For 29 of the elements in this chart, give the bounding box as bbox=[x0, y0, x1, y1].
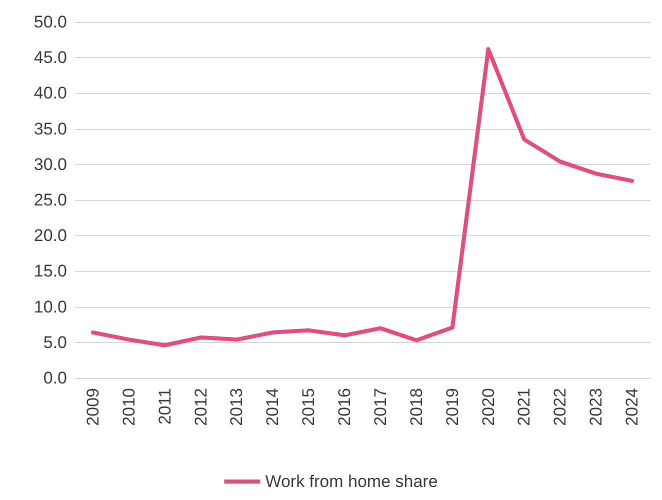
legend-label: Work from home share bbox=[265, 472, 438, 491]
x-tick-label: 2015 bbox=[299, 388, 318, 426]
x-tick-label: 2018 bbox=[406, 388, 426, 426]
x-tick-label: 2012 bbox=[191, 388, 210, 426]
x-tick-label: 2024 bbox=[622, 388, 642, 426]
line-series bbox=[90, 47, 634, 348]
y-tick-label: 35.0 bbox=[34, 119, 67, 138]
y-tick-label: 40.0 bbox=[34, 84, 67, 103]
x-tick-label: 2010 bbox=[119, 388, 138, 426]
y-tick-label: 10.0 bbox=[34, 297, 67, 316]
x-tick-label: 2021 bbox=[514, 388, 534, 426]
x-tick-label: 2017 bbox=[370, 388, 390, 426]
y-tick-label: 5.0 bbox=[43, 332, 67, 352]
x-tick-label: 2013 bbox=[227, 388, 246, 426]
y-tick-label: 15.0 bbox=[34, 262, 67, 281]
x-tick-label: 2023 bbox=[586, 388, 606, 426]
y-tick-label: 30.0 bbox=[34, 154, 67, 174]
x-tick-label: 2011 bbox=[155, 388, 174, 425]
x-tick-label: 2020 bbox=[478, 388, 498, 426]
y-tick-label: 25.0 bbox=[34, 190, 67, 210]
x-tick-label: 2019 bbox=[442, 388, 462, 426]
x-tick-label: 2014 bbox=[263, 388, 282, 426]
x-tick-label: 2022 bbox=[550, 388, 570, 426]
y-tick-label: 20.0 bbox=[34, 226, 67, 246]
x-tick-label: 2016 bbox=[335, 388, 354, 426]
x-tick-label: 2009 bbox=[83, 388, 102, 426]
y-tick-label: 45.0 bbox=[34, 48, 67, 68]
y-tick-label: 50.0 bbox=[34, 12, 67, 32]
y-tick-label: 0.0 bbox=[43, 368, 67, 388]
